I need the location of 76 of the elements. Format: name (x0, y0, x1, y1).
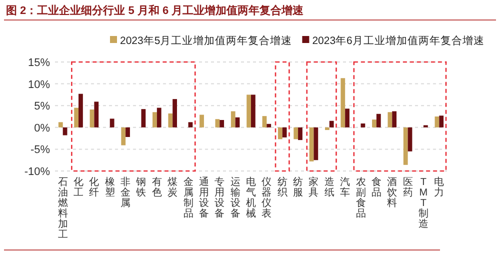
x-tick-label: 化工 (74, 176, 84, 198)
bar (345, 108, 350, 128)
y-tick-label: -10% (24, 166, 50, 178)
bar (403, 127, 408, 165)
x-tick-label: 仪器仪表 (262, 176, 272, 220)
bar (434, 116, 440, 128)
bar (325, 127, 330, 130)
bar (74, 108, 79, 128)
bar (168, 113, 173, 128)
x-tick-label: TMT制造 (418, 177, 428, 230)
bar (200, 114, 204, 128)
bar (392, 111, 397, 128)
legend-label: 2023年5月工业增加值两年复合增速 (120, 34, 292, 47)
x-tick-label: 化纤 (89, 176, 100, 198)
y-tick-label: 0% (34, 122, 50, 134)
bar (215, 119, 220, 128)
x-tick-label: 专用设备 (214, 176, 225, 220)
x-tick-label: 钢铁 (135, 177, 146, 198)
bar (126, 127, 130, 137)
bar (246, 94, 251, 128)
bar (141, 109, 146, 128)
bar (388, 112, 392, 128)
bar (156, 108, 162, 128)
bar (152, 112, 157, 128)
y-tick-label: 15% (28, 57, 50, 69)
bar (220, 120, 224, 128)
x-tick-label: 家具 (308, 176, 319, 198)
x-tick-label: 运输设备 (230, 176, 240, 220)
bar (188, 122, 193, 128)
x-tick-label: 酒饮料 (386, 176, 398, 209)
bar (230, 111, 236, 128)
bar (110, 118, 114, 128)
bar (90, 110, 94, 128)
y-tick-label: 5% (34, 100, 50, 113)
x-tick-label: 金属制品 (183, 176, 194, 220)
bar (262, 116, 267, 128)
bar (376, 114, 381, 128)
bar (360, 123, 366, 128)
y-tick-label: 10% (28, 78, 50, 91)
x-tick-label: 煤炭 (168, 176, 178, 198)
x-tick-label: 有色 (152, 176, 162, 198)
bar (408, 127, 412, 152)
x-tick-label: 汽车 (340, 176, 350, 198)
x-tick-label: 通用设备 (198, 176, 209, 220)
x-tick-label: 医药 (402, 177, 413, 198)
bar (251, 94, 256, 128)
x-tick-label: 食品 (371, 176, 382, 198)
bar (278, 127, 282, 140)
bar (235, 117, 240, 128)
x-tick-label: 纺织 (277, 176, 288, 198)
x-tick-label: 农副食品 (356, 177, 366, 220)
x-tick-label: 电力 (434, 176, 444, 198)
bar (121, 127, 126, 146)
y-tick-label: -5% (30, 144, 50, 156)
legend-label: 2023年6月工业增加值两年复合增速 (312, 34, 484, 47)
chart-title: 图 2：工业企业细分行业 5 月和 6 月工业增加值两年复合增速 (6, 4, 305, 17)
x-tick-label: 非金属 (120, 176, 131, 209)
x-tick-label: 纺服 (293, 176, 304, 198)
bar (439, 116, 444, 128)
bar (294, 127, 298, 140)
bar (314, 127, 318, 160)
x-tick-label: 电气机械 (246, 176, 256, 220)
bar (309, 127, 314, 162)
bar (172, 99, 177, 128)
x-tick-label: 石油燃料加工 (58, 177, 68, 240)
bar (372, 120, 376, 128)
bar (78, 94, 83, 128)
bar (298, 127, 302, 140)
bar (329, 120, 334, 128)
bar (266, 124, 272, 128)
x-tick-label: 橡塑 (104, 176, 115, 198)
bar (282, 127, 287, 138)
bar (94, 102, 99, 128)
x-tick-label: 造纸 (324, 176, 334, 198)
bar (340, 78, 346, 128)
bar (58, 122, 63, 128)
